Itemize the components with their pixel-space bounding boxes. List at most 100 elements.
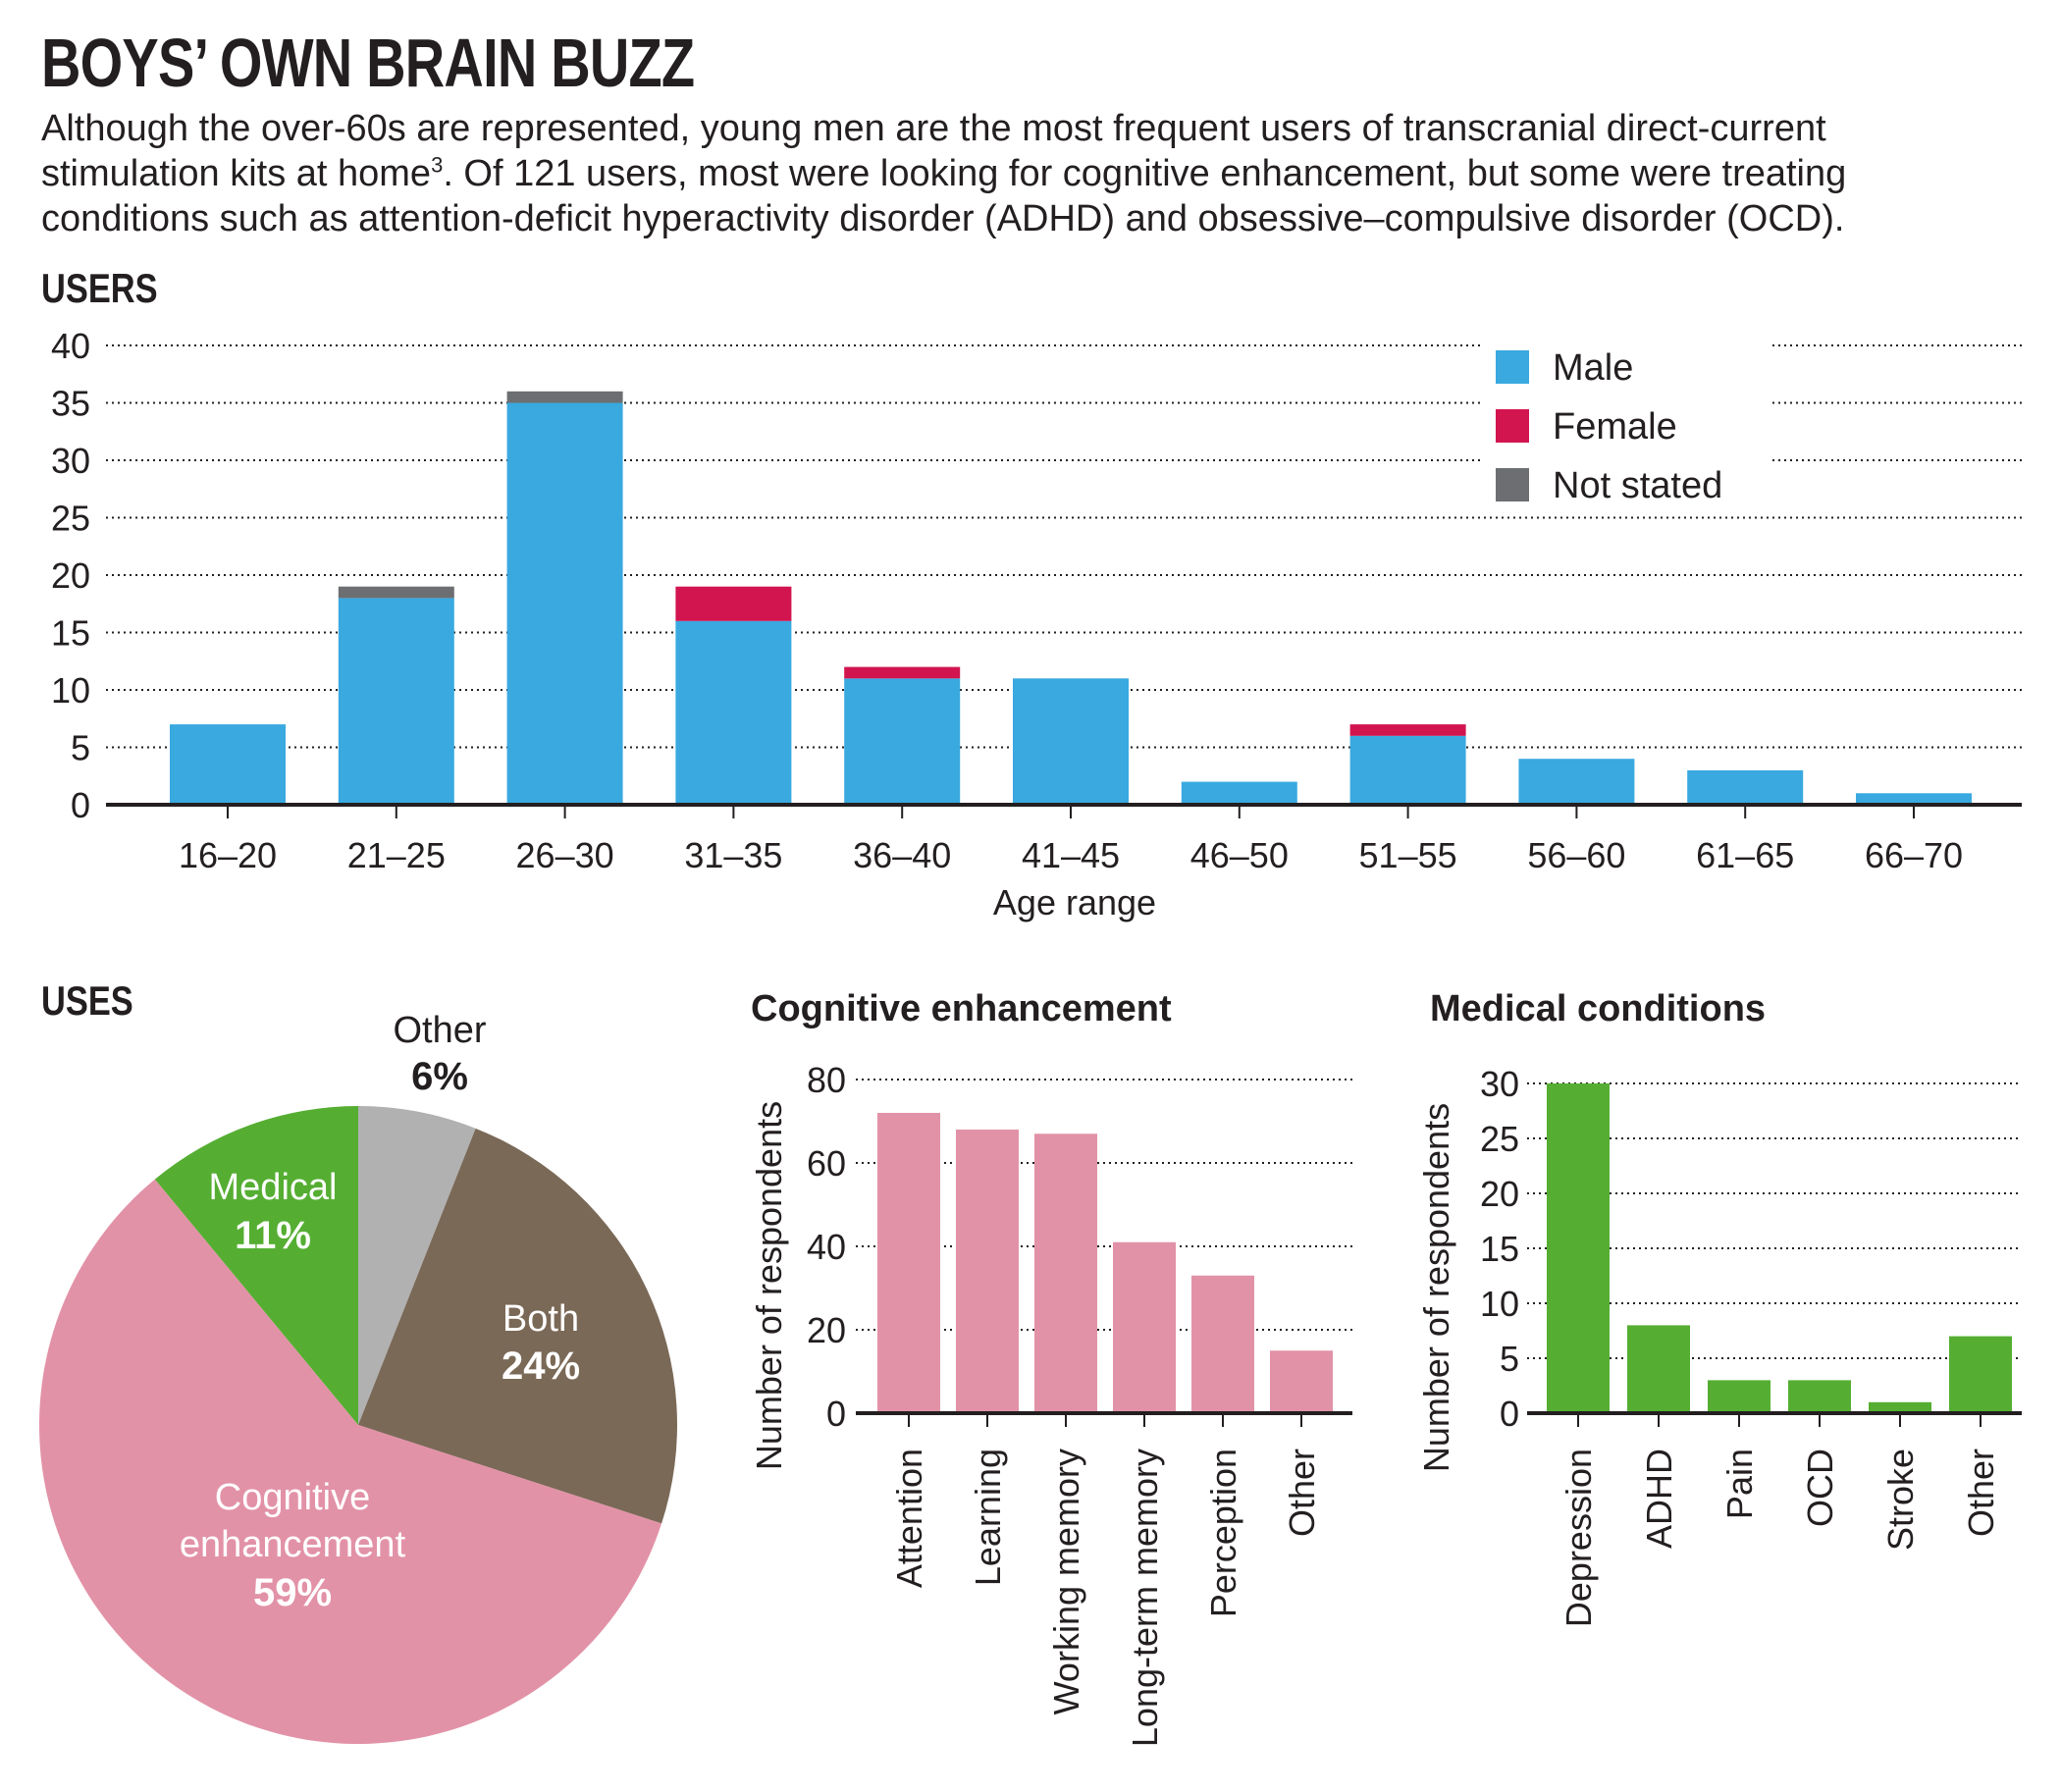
users-x-tick-label: 56–60 xyxy=(1527,835,1625,875)
users-x-tick-label: 21–25 xyxy=(347,835,446,875)
users-section-title: USERS xyxy=(41,266,158,312)
medical-y-tick-label: 0 xyxy=(1500,1394,1519,1434)
pie-slice-cognitive-enhancement xyxy=(39,1179,662,1745)
medical-bar-stroke xyxy=(1869,1401,1931,1413)
users-y-tick-label: 35 xyxy=(51,384,90,424)
cognitive-x-tick-label: Attention xyxy=(889,1449,929,1588)
pie-value-other: 6% xyxy=(411,1055,468,1098)
users-y-tick-label: 40 xyxy=(51,326,90,366)
users-y-tick-label: 5 xyxy=(71,728,90,768)
users-legend-background xyxy=(1484,332,1769,497)
users-bar-male-36-40 xyxy=(844,678,961,805)
medical-x-tick-label: Other xyxy=(1961,1449,2001,1537)
legend-label-not-stated: Not stated xyxy=(1553,465,1722,506)
cognitive-bar-working-memory xyxy=(1034,1133,1097,1413)
users-x-axis-label: Age range xyxy=(993,882,1156,922)
uses-section-title: USES xyxy=(41,978,133,1025)
cognitive-y-tick-label: 40 xyxy=(807,1227,846,1267)
cognitive-x-tick-label: Learning xyxy=(968,1449,1008,1586)
cognitive-bar-perception xyxy=(1191,1275,1254,1413)
cognitive-x-tick-label: Working memory xyxy=(1046,1449,1086,1714)
pie-label-other: Other xyxy=(393,1010,486,1051)
users-y-tick-label: 15 xyxy=(51,613,90,654)
users-x-tick-label: 41–45 xyxy=(1022,835,1120,875)
legend-swatch-not-stated xyxy=(1496,468,1529,501)
cognitive-y-axis-label: Number of respondents xyxy=(749,1101,789,1470)
users-bar-male-16-20 xyxy=(170,724,286,805)
users-x-tick-label: 51–55 xyxy=(1359,835,1457,875)
cognitive-x-tick-label: Perception xyxy=(1203,1449,1243,1617)
medical-y-tick-label: 20 xyxy=(1480,1174,1519,1214)
medical-y-tick-label: 30 xyxy=(1480,1064,1519,1104)
users-x-tick-label: 61–65 xyxy=(1696,835,1794,875)
pie-label-cognitive-line-1: Cognitive xyxy=(215,1477,370,1518)
medical-bar-pain xyxy=(1708,1380,1770,1413)
users-y-tick-label: 20 xyxy=(51,555,90,596)
legend-swatch-female xyxy=(1496,409,1529,443)
users-bar-male-51-55 xyxy=(1349,735,1466,805)
users-bar-male-46-50 xyxy=(1181,781,1297,805)
pie-value-cognitive: 59% xyxy=(253,1571,332,1614)
users-bar-not-stated-26-30 xyxy=(506,391,623,403)
cognitive-y-tick-label: 60 xyxy=(807,1143,846,1184)
page-title: BOYS’ OWN BRAIN BUZZ xyxy=(41,25,695,101)
pie-value-both: 24% xyxy=(502,1344,580,1388)
users-age-chart: USERS 0 5 10 15 20 25 30 35 40 16–20 21–25 26–30 31–3… xyxy=(41,266,2022,922)
medical-x-tick-label: ADHD xyxy=(1639,1449,1679,1549)
intro-paragraph: Although the over-60s are represented, y… xyxy=(41,106,2014,241)
medical-chart-title: Medical conditions xyxy=(1430,988,1766,1029)
legend-label-male: Male xyxy=(1553,347,1633,389)
users-y-tick-label: 10 xyxy=(51,670,90,711)
cognitive-x-tick-label: Other xyxy=(1282,1449,1322,1537)
pie-slice-medical xyxy=(154,1106,358,1425)
medical-bar-ocd xyxy=(1788,1380,1851,1413)
cognitive-bar-other xyxy=(1270,1350,1333,1413)
cognitive-y-tick-label: 0 xyxy=(826,1394,846,1434)
cognitive-bar-long-term-memory xyxy=(1113,1241,1176,1413)
users-x-tick-label: 46–50 xyxy=(1190,835,1289,875)
intro-text-continued: . Of 121 users, most were looking for co… xyxy=(41,153,1847,239)
medical-x-tick-label: OCD xyxy=(1800,1449,1840,1527)
cognitive-bar-attention xyxy=(877,1113,940,1413)
pie-slice-both xyxy=(358,1128,678,1524)
medical-y-tick-label: 25 xyxy=(1480,1119,1519,1159)
medical-y-axis-label: Number of respondents xyxy=(1416,1103,1456,1472)
cognitive-y-tick-label: 20 xyxy=(807,1310,846,1350)
medical-x-tick-label: Stroke xyxy=(1880,1449,1921,1551)
legend-label-female: Female xyxy=(1553,406,1677,448)
users-x-tick-label: 36–40 xyxy=(853,835,951,875)
users-y-tick-label: 25 xyxy=(51,499,90,539)
users-bar-female-51-55 xyxy=(1349,724,1466,736)
medical-y-tick-label: 10 xyxy=(1480,1284,1519,1324)
medical-x-tick-label: Pain xyxy=(1719,1449,1760,1519)
users-bar-male-61-65 xyxy=(1687,769,1804,805)
intro-text: Although the over-60s are represented, y… xyxy=(41,108,1826,194)
legend-swatch-male xyxy=(1496,350,1529,384)
users-bar-not-stated-21-25 xyxy=(338,586,454,599)
pie-label-both: Both xyxy=(502,1298,579,1340)
pie-label-medical: Medical xyxy=(209,1167,338,1208)
users-bar-male-26-30 xyxy=(506,402,623,805)
users-bar-male-56-60 xyxy=(1518,759,1635,805)
medical-y-tick-label: 15 xyxy=(1480,1229,1519,1269)
medical-bar-adhd xyxy=(1627,1325,1690,1413)
pie-label-cognitive-line-2: enhancement xyxy=(180,1524,406,1565)
users-y-tick-label: 30 xyxy=(51,441,90,481)
users-x-tick-label: 26–30 xyxy=(516,835,614,875)
pie-value-medical: 11% xyxy=(235,1214,311,1257)
pie-slice-other xyxy=(358,1106,476,1425)
users-x-tick-label: 16–20 xyxy=(179,835,277,875)
users-bar-female-31-35 xyxy=(675,586,792,621)
users-bar-male-21-25 xyxy=(338,598,454,805)
users-x-tick-label: 31–35 xyxy=(684,835,782,875)
users-bar-female-36-40 xyxy=(844,666,961,679)
medical-bar-depression xyxy=(1547,1083,1610,1413)
cognitive-x-tick-label: Long-term memory xyxy=(1125,1449,1165,1747)
users-x-tick-label: 66–70 xyxy=(1865,835,1963,875)
cognitive-chart-title: Cognitive enhancement xyxy=(751,988,1172,1029)
reference-superscript: 3 xyxy=(431,152,444,178)
medical-x-tick-label: Depression xyxy=(1559,1449,1599,1627)
